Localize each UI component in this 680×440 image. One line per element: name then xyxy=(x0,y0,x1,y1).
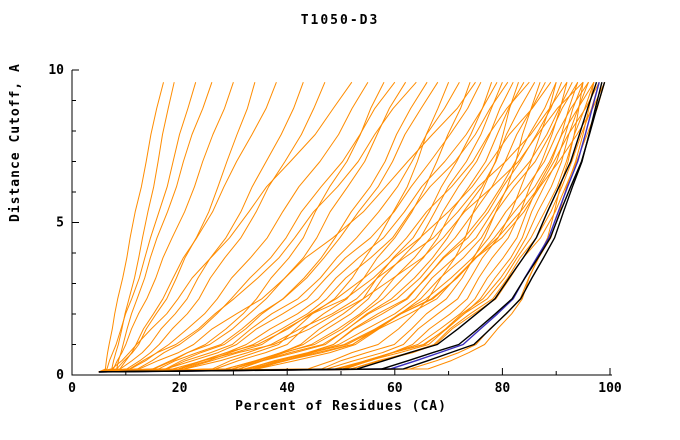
prediction-curve xyxy=(98,81,417,373)
prediction-curve xyxy=(98,82,175,373)
prediction-curve xyxy=(98,81,568,373)
prediction-curve xyxy=(98,82,563,373)
x-tick-label: 40 xyxy=(279,381,295,396)
x-axis-label: Percent of Residues (CA) xyxy=(235,399,447,414)
y-axis-label: Distance Cutoff, A xyxy=(8,63,23,222)
prediction-curve xyxy=(98,82,600,373)
chart-title: T1050-D3 xyxy=(300,13,380,28)
prediction-curve xyxy=(98,81,476,373)
y-tick-label: 0 xyxy=(56,368,64,383)
prediction-curve xyxy=(98,81,606,373)
prediction-curve xyxy=(98,82,606,373)
prediction-curve xyxy=(98,81,525,373)
prediction-curve xyxy=(98,81,530,373)
prediction-curve xyxy=(98,82,234,373)
x-tick-label: 100 xyxy=(598,381,622,396)
prediction-curve xyxy=(98,82,164,373)
x-tick-label: 0 xyxy=(68,381,76,396)
best-curve xyxy=(98,81,598,373)
prediction-curve xyxy=(98,81,439,373)
prediction-curve xyxy=(98,81,498,373)
prediction-curve xyxy=(98,81,353,373)
prediction-curve xyxy=(98,82,197,373)
curves xyxy=(98,81,606,373)
prediction-curve xyxy=(98,82,304,373)
y-tick-label: 5 xyxy=(56,216,64,231)
prediction-curve xyxy=(98,82,568,373)
x-tick-label: 80 xyxy=(495,381,511,396)
prediction-curve xyxy=(98,81,584,373)
best-curve xyxy=(98,81,606,373)
x-tick-label: 20 xyxy=(172,381,188,396)
x-tick-label: 60 xyxy=(387,381,403,396)
prediction-curve xyxy=(98,82,584,373)
prediction-curve xyxy=(98,81,600,373)
highlight-curve xyxy=(98,82,600,373)
prediction-curve xyxy=(98,82,213,373)
prediction-curve xyxy=(98,81,482,373)
y-tick-label: 10 xyxy=(48,63,64,78)
